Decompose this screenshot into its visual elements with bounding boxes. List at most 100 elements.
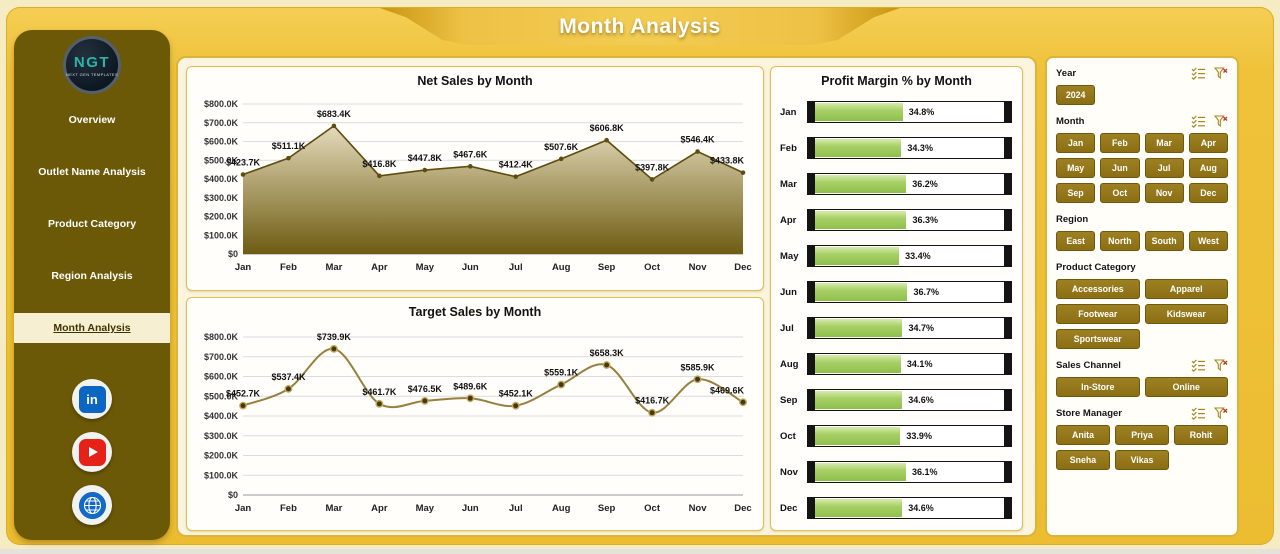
filter-panel: Year 2024 Month Jan Feb Mar Apr May Jun Jul Aug S… bbox=[1045, 56, 1239, 537]
filter-region-north[interactable]: North bbox=[1100, 231, 1140, 251]
filter-month-dec[interactable]: Dec bbox=[1188, 183, 1228, 203]
filter-month-may[interactable]: May bbox=[1056, 158, 1096, 178]
svg-text:$546.4K: $546.4K bbox=[681, 135, 716, 145]
filter-store-manager-priya[interactable]: Priya bbox=[1115, 425, 1169, 445]
svg-text:$416.8K: $416.8K bbox=[362, 159, 397, 169]
sidebar-item-overview[interactable]: Overview bbox=[68, 114, 116, 126]
filter-product-category-apparel[interactable]: Apparel bbox=[1144, 279, 1228, 299]
filter-store-manager-rohit[interactable]: Rohit bbox=[1174, 425, 1228, 445]
multi-select-icon[interactable] bbox=[1191, 359, 1206, 372]
bar-month-label: Feb bbox=[780, 142, 797, 154]
filter-store-manager-sneha[interactable]: Sneha bbox=[1056, 450, 1110, 470]
bar-cap-right bbox=[1004, 246, 1011, 266]
filter-month-feb[interactable]: Feb bbox=[1100, 133, 1140, 153]
svg-text:$200.0K: $200.0K bbox=[204, 451, 239, 461]
svg-text:Apr: Apr bbox=[371, 262, 388, 273]
globe-icon[interactable] bbox=[72, 485, 112, 525]
bar-month-label: May bbox=[780, 250, 799, 262]
bar-row-dec: Dec 34.6% bbox=[780, 493, 1012, 523]
filter-region-east[interactable]: East bbox=[1056, 231, 1096, 251]
bar-cap-left bbox=[808, 498, 815, 518]
logo: NGT NEXT GEN TEMPLATES bbox=[63, 36, 121, 94]
svg-text:$507.6K: $507.6K bbox=[544, 142, 579, 152]
slicer-icons-store-manager bbox=[1191, 407, 1228, 420]
multi-select-icon[interactable] bbox=[1191, 67, 1206, 80]
filter-month-oct[interactable]: Oct bbox=[1100, 183, 1140, 203]
bar-track: 34.6% bbox=[807, 389, 1012, 411]
bar-fill bbox=[815, 499, 903, 517]
filter-month-jan[interactable]: Jan bbox=[1056, 133, 1096, 153]
net-sales-chart-title: Net Sales by Month bbox=[417, 74, 533, 88]
clear-filter-icon[interactable] bbox=[1214, 359, 1228, 372]
bar-fill bbox=[815, 463, 906, 481]
bar-cap-right bbox=[1004, 462, 1011, 482]
sidebar-item-outlet-name-analysis[interactable]: Outlet Name Analysis bbox=[38, 166, 146, 178]
filter-sales-channel-online[interactable]: Online bbox=[1144, 377, 1228, 397]
filter-month-sep[interactable]: Sep bbox=[1056, 183, 1096, 203]
youtube-icon[interactable] bbox=[72, 432, 112, 472]
bar-cap-right bbox=[1004, 498, 1011, 518]
filter-month-apr[interactable]: Apr bbox=[1188, 133, 1228, 153]
filter-region-west[interactable]: West bbox=[1188, 231, 1228, 251]
svg-text:$452.1K: $452.1K bbox=[499, 389, 534, 399]
bar-cap-right bbox=[1004, 318, 1011, 338]
sidebar-item-month-analysis[interactable]: Month Analysis bbox=[14, 313, 170, 343]
filter-product-category-accessories[interactable]: Accessories bbox=[1056, 279, 1140, 299]
bar-cap-left bbox=[808, 138, 815, 158]
svg-text:Jul: Jul bbox=[509, 503, 523, 514]
bar-month-label: Jul bbox=[780, 322, 794, 334]
bar-month-label: Aug bbox=[780, 358, 799, 370]
net-sales-chart: $0 $100.0K $200.0K $300.0K $400.0K $500.0K $60… bbox=[187, 90, 763, 291]
filter-product-category-footwear[interactable]: Footwear bbox=[1056, 304, 1140, 324]
linkedin-icon[interactable]: in bbox=[72, 379, 112, 419]
bar-value-label: 34.3% bbox=[907, 143, 933, 153]
filter-store-manager-anita[interactable]: Anita bbox=[1056, 425, 1110, 445]
filter-month-jul[interactable]: Jul bbox=[1144, 158, 1184, 178]
sidebar-item-product-category[interactable]: Product Category bbox=[47, 218, 137, 230]
svg-text:$600.0K: $600.0K bbox=[204, 372, 239, 382]
slicer-store-manager: Store Manager Anita Priya Rohit Sneha Vikas bbox=[1056, 406, 1228, 470]
bar-row-sep: Sep 34.6% bbox=[780, 385, 1012, 415]
youtube-glyph bbox=[78, 438, 106, 466]
clear-filter-icon[interactable] bbox=[1214, 115, 1228, 128]
target-sales-chart: $0 $100.0K $200.0K $300.0K $400.0K $500.0K $60… bbox=[187, 321, 763, 532]
svg-text:$585.9K: $585.9K bbox=[681, 362, 716, 372]
svg-text:$658.3K: $658.3K bbox=[590, 348, 625, 358]
bar-cap-left bbox=[808, 426, 815, 446]
filter-sales-channel-in-store[interactable]: In-Store bbox=[1056, 377, 1140, 397]
filter-month-nov[interactable]: Nov bbox=[1144, 183, 1184, 203]
bar-month-label: Jun bbox=[780, 286, 797, 298]
svg-text:May: May bbox=[416, 503, 435, 514]
svg-text:$397.8K: $397.8K bbox=[635, 162, 670, 172]
multi-select-icon[interactable] bbox=[1191, 407, 1206, 420]
svg-text:$100.0K: $100.0K bbox=[204, 230, 239, 240]
svg-text:Aug: Aug bbox=[552, 262, 571, 273]
svg-text:Sep: Sep bbox=[598, 503, 616, 514]
svg-text:$461.7K: $461.7K bbox=[362, 387, 397, 397]
slicer-label-region: Region bbox=[1056, 214, 1089, 225]
svg-text:$559.1K: $559.1K bbox=[544, 368, 579, 378]
bar-cap-right bbox=[1004, 174, 1011, 194]
filter-month-jun[interactable]: Jun bbox=[1100, 158, 1140, 178]
sidebar-item-region-analysis[interactable]: Region Analysis bbox=[51, 270, 133, 282]
clear-filter-icon[interactable] bbox=[1214, 407, 1228, 420]
filter-year-2024[interactable]: 2024 bbox=[1056, 85, 1096, 105]
filter-product-category-kidswear[interactable]: Kidswear bbox=[1144, 304, 1228, 324]
bar-row-jul: Jul 34.7% bbox=[780, 313, 1012, 343]
svg-text:$537.4K: $537.4K bbox=[271, 372, 306, 382]
filter-month-mar[interactable]: Mar bbox=[1144, 133, 1184, 153]
clear-filter-icon[interactable] bbox=[1214, 67, 1228, 80]
bar-track: 33.4% bbox=[807, 245, 1012, 267]
filter-region-south[interactable]: South bbox=[1144, 231, 1184, 251]
multi-select-icon[interactable] bbox=[1191, 115, 1206, 128]
svg-text:Mar: Mar bbox=[325, 503, 342, 514]
bar-cap-left bbox=[808, 210, 815, 230]
filter-month-aug[interactable]: Aug bbox=[1188, 158, 1228, 178]
profit-margin-chart-title: Profit Margin % by Month bbox=[821, 74, 972, 88]
svg-text:Dec: Dec bbox=[734, 262, 751, 273]
svg-text:Apr: Apr bbox=[371, 503, 388, 514]
target-sales-chart-panel: Target Sales by Month $0 $100.0K $200.0K $3… bbox=[186, 297, 764, 531]
bar-track: 34.7% bbox=[807, 317, 1012, 339]
filter-store-manager-vikas[interactable]: Vikas bbox=[1115, 450, 1169, 470]
filter-product-category-sportswear[interactable]: Sportswear bbox=[1056, 329, 1140, 349]
